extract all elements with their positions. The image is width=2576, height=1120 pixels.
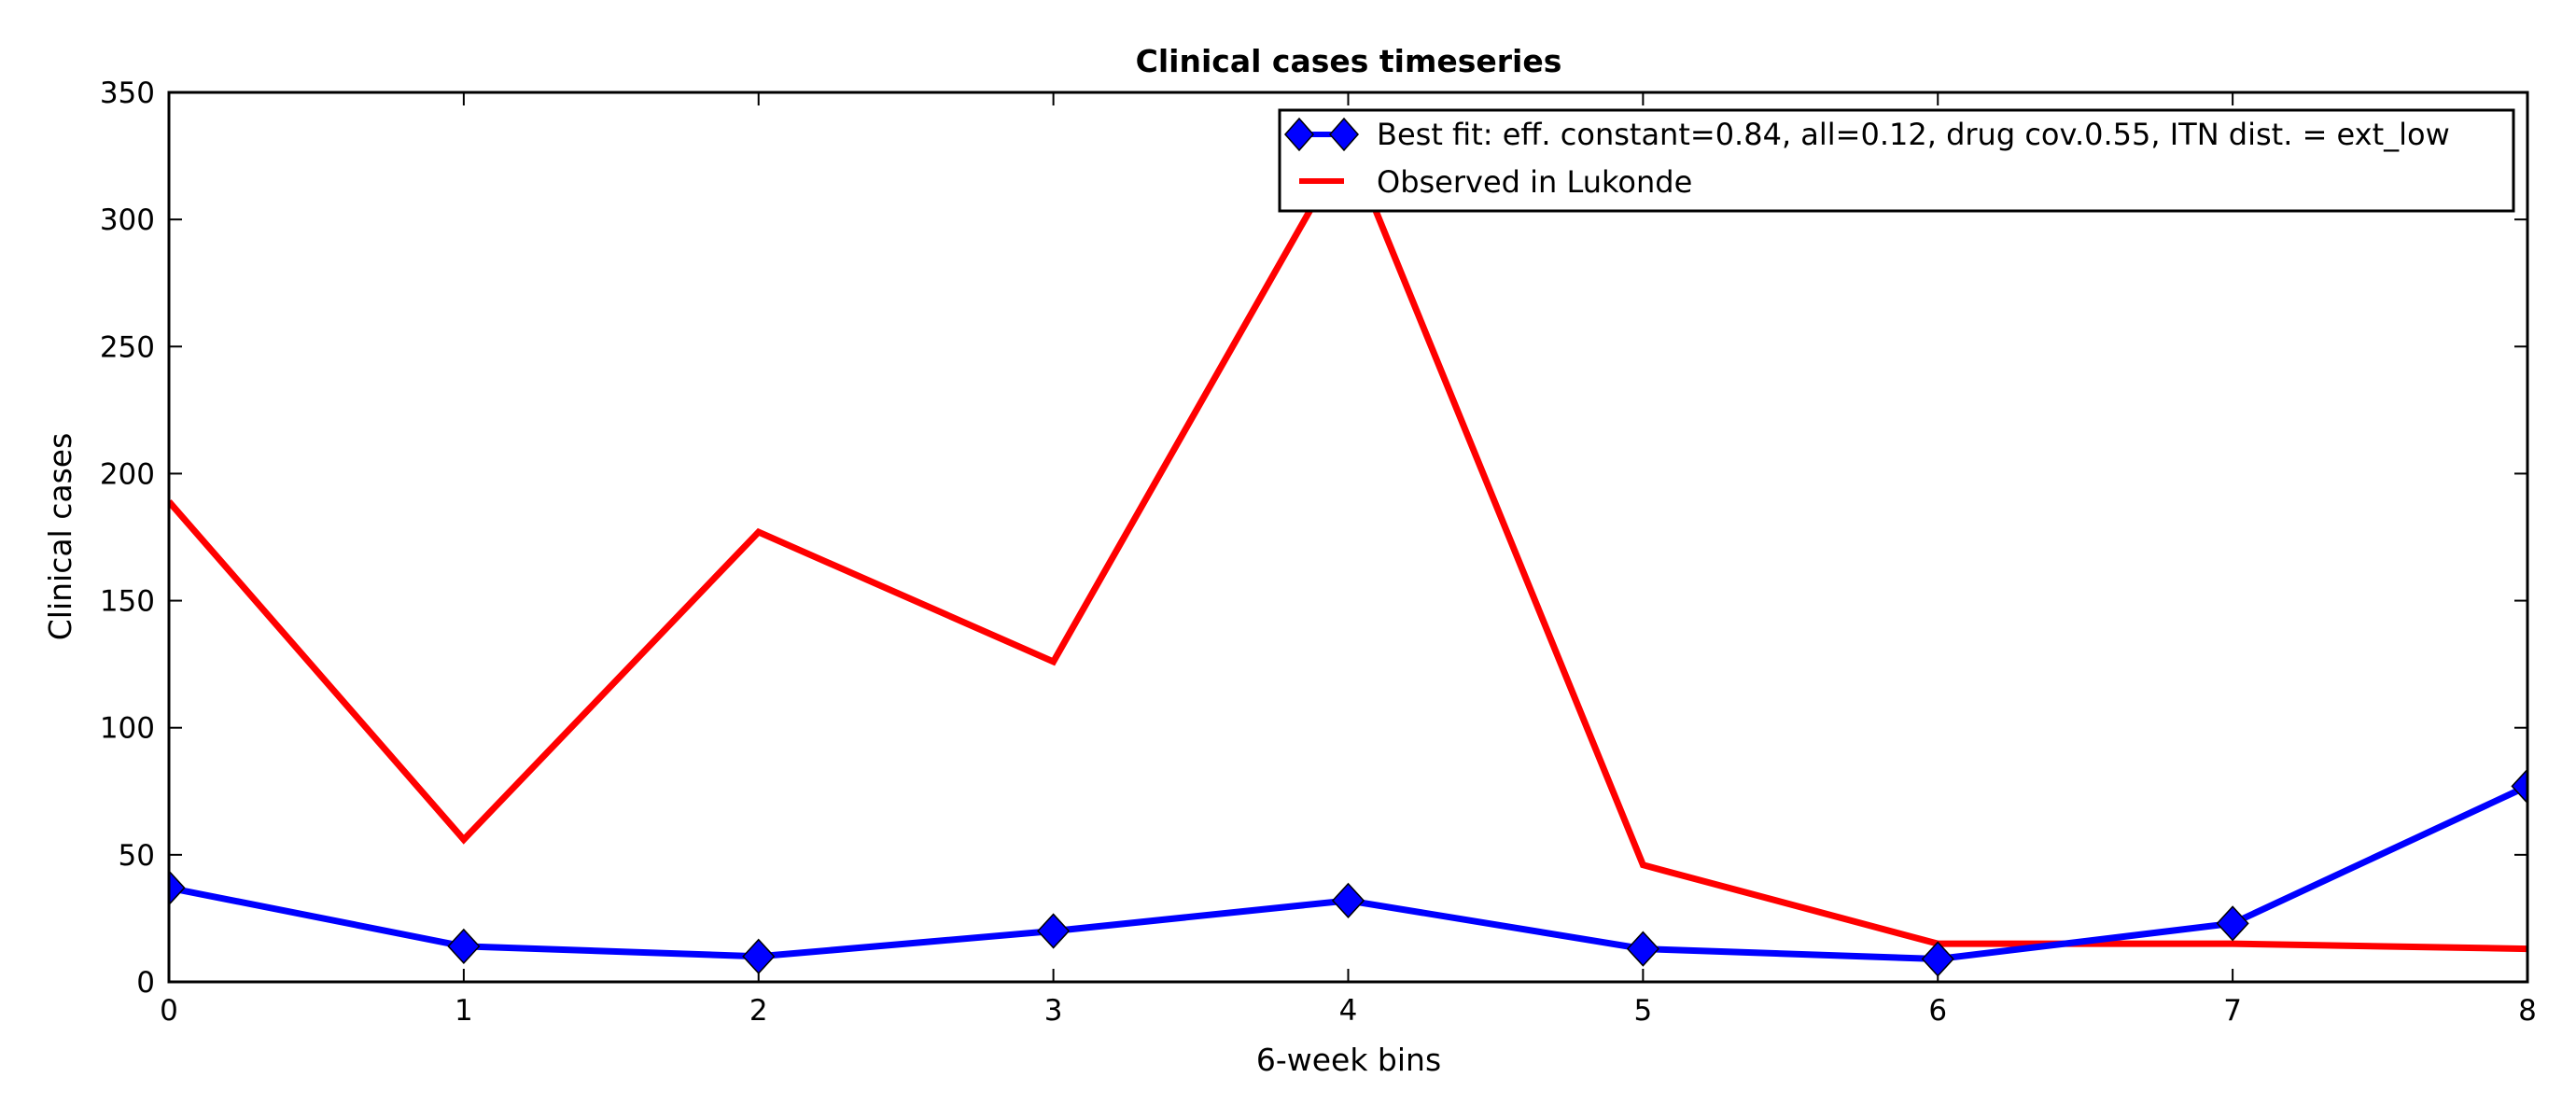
x-tick-label: 4 <box>1339 994 1358 1028</box>
x-tick-label: 7 <box>2223 994 2242 1028</box>
x-tick-label: 3 <box>1044 994 1063 1028</box>
legend-box <box>1278 108 2515 213</box>
x-tick-label: 8 <box>2518 994 2537 1028</box>
y-tick-label: 350 <box>100 77 155 110</box>
axis-ticks: 0 1 2 3 4 5 6 7 8 0 50 100 150 200 250 300 350 <box>100 77 2537 1028</box>
data-point-marker <box>1037 913 1071 949</box>
legend-label-best-fit: Best fit: eff. constant=0.84, all=0.12, … <box>1377 117 2450 152</box>
legend-marker-best-fit-left <box>1283 117 1315 152</box>
x-tick-label: 2 <box>749 994 768 1028</box>
legend-label-observed: Observed in Lukonde <box>1377 164 1692 200</box>
data-point-marker <box>447 928 481 964</box>
y-tick-label: 150 <box>100 585 155 619</box>
data-point-marker <box>2216 905 2249 942</box>
y-tick-label: 300 <box>100 203 155 237</box>
data-point-marker <box>1921 941 1954 977</box>
data-point-marker <box>2511 768 2527 805</box>
x-axis-label: 6-week bins <box>1256 1042 1441 1078</box>
plot-frame <box>167 91 2529 984</box>
y-tick-label: 250 <box>100 330 155 364</box>
y-tick-label: 50 <box>119 839 155 873</box>
data-point-marker <box>169 870 186 906</box>
x-tick-label: 1 <box>455 994 473 1028</box>
chart-title: Clinical cases timeseries <box>1136 43 1562 79</box>
data-point-marker <box>1331 882 1365 918</box>
x-tick-label: 0 <box>160 994 178 1028</box>
y-axis-label: Clinical cases <box>42 433 78 641</box>
legend-marker-best-fit-right <box>1328 117 1360 152</box>
y-tick-label: 0 <box>136 966 155 1000</box>
x-tick-label: 6 <box>1928 994 1947 1028</box>
y-tick-label: 200 <box>100 457 155 491</box>
y-tick-label: 100 <box>100 712 155 746</box>
data-point-marker <box>742 938 776 974</box>
legend: Best fit: eff. constant=0.84, all=0.12, … <box>1278 108 2515 213</box>
data-point-marker <box>1626 931 1659 967</box>
x-tick-label: 5 <box>1634 994 1653 1028</box>
